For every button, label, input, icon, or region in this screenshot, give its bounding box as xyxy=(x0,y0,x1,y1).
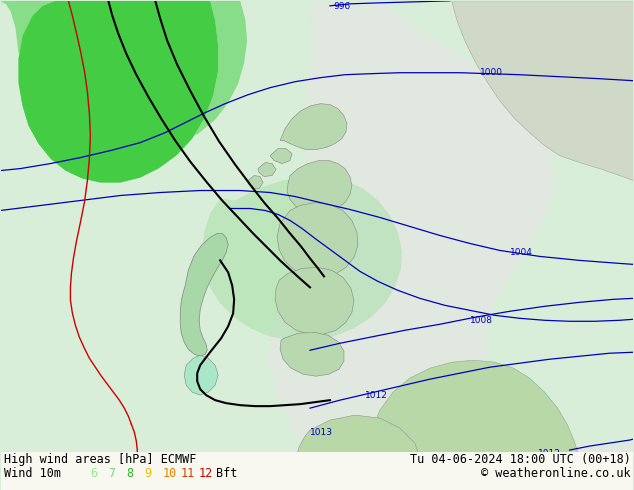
Polygon shape xyxy=(270,148,292,164)
Polygon shape xyxy=(202,176,402,340)
Text: 10: 10 xyxy=(162,466,176,480)
Text: High wind areas [hPa] ECMWF: High wind areas [hPa] ECMWF xyxy=(4,453,196,466)
Polygon shape xyxy=(277,202,358,277)
Text: 1004: 1004 xyxy=(510,248,533,257)
Polygon shape xyxy=(295,415,420,490)
Polygon shape xyxy=(18,1,218,183)
Polygon shape xyxy=(180,233,228,356)
Polygon shape xyxy=(184,355,218,395)
Text: 1012: 1012 xyxy=(365,391,388,400)
Text: 1012: 1012 xyxy=(538,449,560,458)
Polygon shape xyxy=(248,175,263,189)
Text: 9: 9 xyxy=(145,466,152,480)
Polygon shape xyxy=(370,300,633,490)
Text: Wind 10m: Wind 10m xyxy=(4,466,60,480)
Polygon shape xyxy=(270,1,633,490)
Text: 996: 996 xyxy=(333,2,350,11)
Text: © weatheronline.co.uk: © weatheronline.co.uk xyxy=(481,466,630,480)
Polygon shape xyxy=(1,1,247,150)
Text: 7: 7 xyxy=(108,466,115,480)
Text: 11: 11 xyxy=(180,466,195,480)
Polygon shape xyxy=(280,104,347,149)
Text: Bft: Bft xyxy=(216,466,238,480)
Polygon shape xyxy=(280,332,344,376)
Polygon shape xyxy=(275,268,354,334)
Text: 8: 8 xyxy=(126,466,133,480)
Bar xyxy=(1,452,633,490)
Text: 1000: 1000 xyxy=(480,68,503,77)
Polygon shape xyxy=(258,163,276,176)
Text: 1013: 1013 xyxy=(310,428,333,437)
Text: Tu 04-06-2024 18:00 UTC (00+18): Tu 04-06-2024 18:00 UTC (00+18) xyxy=(410,453,630,466)
Text: 12: 12 xyxy=(198,466,212,480)
Polygon shape xyxy=(287,161,352,214)
Polygon shape xyxy=(452,1,633,180)
Text: 6: 6 xyxy=(91,466,98,480)
Text: 1008: 1008 xyxy=(470,316,493,325)
Polygon shape xyxy=(1,1,247,183)
